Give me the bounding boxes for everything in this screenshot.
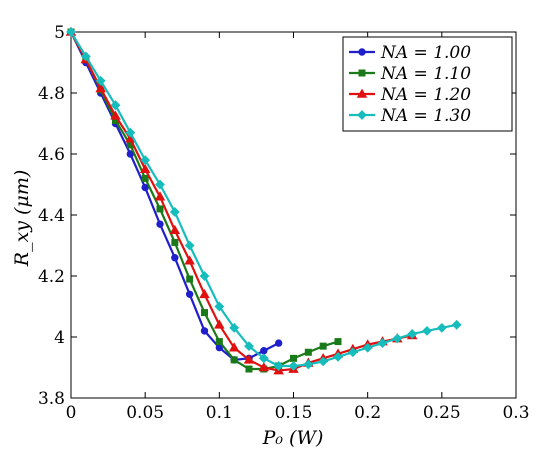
data-point bbox=[243, 354, 255, 364]
series-2 bbox=[67, 28, 342, 373]
data-point bbox=[319, 342, 327, 350]
data-point bbox=[110, 110, 121, 120]
data-point bbox=[186, 275, 194, 283]
data-point bbox=[407, 329, 418, 339]
legend-entry: NA = 1.10 bbox=[349, 64, 471, 84]
series-layer bbox=[65, 26, 462, 375]
data-point bbox=[273, 361, 284, 371]
data-point bbox=[230, 356, 238, 364]
series-4 bbox=[66, 27, 462, 371]
legend-entry: NA = 1.30 bbox=[349, 106, 471, 126]
legend-swatch-marker bbox=[358, 69, 366, 77]
data-point bbox=[201, 309, 208, 317]
data-point bbox=[229, 322, 240, 333]
data-point bbox=[199, 271, 210, 281]
y-tick-label: 5 bbox=[54, 23, 65, 43]
data-point bbox=[258, 362, 270, 372]
data-point bbox=[169, 207, 180, 217]
data-point bbox=[140, 155, 151, 166]
x-tick-label: 0.25 bbox=[423, 403, 461, 423]
data-point bbox=[80, 51, 91, 62]
data-point bbox=[228, 342, 240, 352]
data-point bbox=[156, 220, 164, 228]
data-point bbox=[214, 319, 225, 329]
x-tick-label: 0.2 bbox=[354, 403, 381, 423]
data-point bbox=[347, 347, 358, 358]
legend-swatch-marker bbox=[357, 110, 367, 120]
data-point bbox=[258, 353, 269, 364]
data-point bbox=[141, 174, 149, 182]
data-point bbox=[244, 341, 254, 352]
data-point bbox=[245, 365, 253, 373]
data-point bbox=[334, 338, 342, 346]
data-point bbox=[155, 179, 165, 190]
data-point bbox=[125, 127, 136, 138]
data-point bbox=[274, 339, 283, 347]
x-tick-label: 0 bbox=[66, 403, 77, 423]
data-point bbox=[171, 254, 179, 262]
data-point bbox=[318, 356, 329, 367]
y-axis-label: R_xy (μm) bbox=[11, 170, 33, 267]
data-point bbox=[260, 347, 268, 355]
y-tick-label: 3.8 bbox=[38, 389, 65, 409]
data-point bbox=[290, 354, 297, 362]
legend-label: NA = 1.10 bbox=[380, 64, 471, 84]
data-point bbox=[288, 361, 299, 371]
data-point bbox=[214, 301, 225, 312]
data-point bbox=[392, 333, 403, 344]
data-point bbox=[139, 163, 151, 174]
y-tick-label: 4.2 bbox=[38, 267, 65, 287]
data-point bbox=[451, 319, 462, 330]
data-point bbox=[304, 348, 312, 356]
legend-swatch-marker bbox=[356, 88, 368, 98]
data-point bbox=[333, 351, 343, 362]
legend-entry: NA = 1.00 bbox=[349, 43, 471, 63]
y-tick-label: 4.8 bbox=[38, 84, 65, 104]
data-point bbox=[141, 183, 149, 192]
y-tick-label: 4 bbox=[54, 328, 65, 348]
data-point bbox=[362, 342, 373, 353]
data-point bbox=[377, 338, 388, 349]
data-point bbox=[66, 27, 76, 37]
data-point bbox=[171, 238, 179, 246]
x-axis-label: P₀ (W) bbox=[262, 427, 324, 449]
data-point bbox=[95, 83, 106, 93]
data-point bbox=[200, 327, 209, 335]
data-point bbox=[436, 322, 447, 333]
data-point bbox=[303, 359, 314, 370]
data-point bbox=[185, 290, 194, 298]
data-point bbox=[110, 100, 121, 111]
data-point bbox=[184, 240, 195, 251]
legend-label: NA = 1.20 bbox=[380, 85, 471, 105]
x-tick-label: 0.1 bbox=[206, 403, 233, 423]
data-point bbox=[215, 338, 223, 346]
data-point bbox=[169, 224, 181, 235]
y-tick-label: 4.6 bbox=[38, 145, 65, 165]
x-tick-label: 0.15 bbox=[275, 403, 313, 423]
data-point bbox=[184, 255, 195, 265]
x-tick-label: 0.3 bbox=[502, 403, 529, 423]
data-point bbox=[95, 75, 106, 86]
legend-swatch-marker bbox=[358, 48, 366, 56]
data-point bbox=[156, 205, 164, 213]
data-point bbox=[199, 288, 210, 299]
data-point bbox=[154, 191, 166, 201]
series-line bbox=[70, 31, 339, 371]
data-point bbox=[422, 325, 432, 336]
ticks-layer: 0 0.05 0.1 0.15 0.2 0.25 0.3 3.8 4 4.2 4.4 4.6 4.8 5 bbox=[38, 23, 530, 423]
x-tick-label: 0.05 bbox=[126, 403, 164, 423]
y-tick-label: 4.4 bbox=[38, 206, 65, 226]
legend-label: NA = 1.00 bbox=[380, 43, 471, 63]
legend-label: NA = 1.30 bbox=[380, 106, 471, 126]
legend-entry: NA = 1.20 bbox=[349, 85, 471, 105]
